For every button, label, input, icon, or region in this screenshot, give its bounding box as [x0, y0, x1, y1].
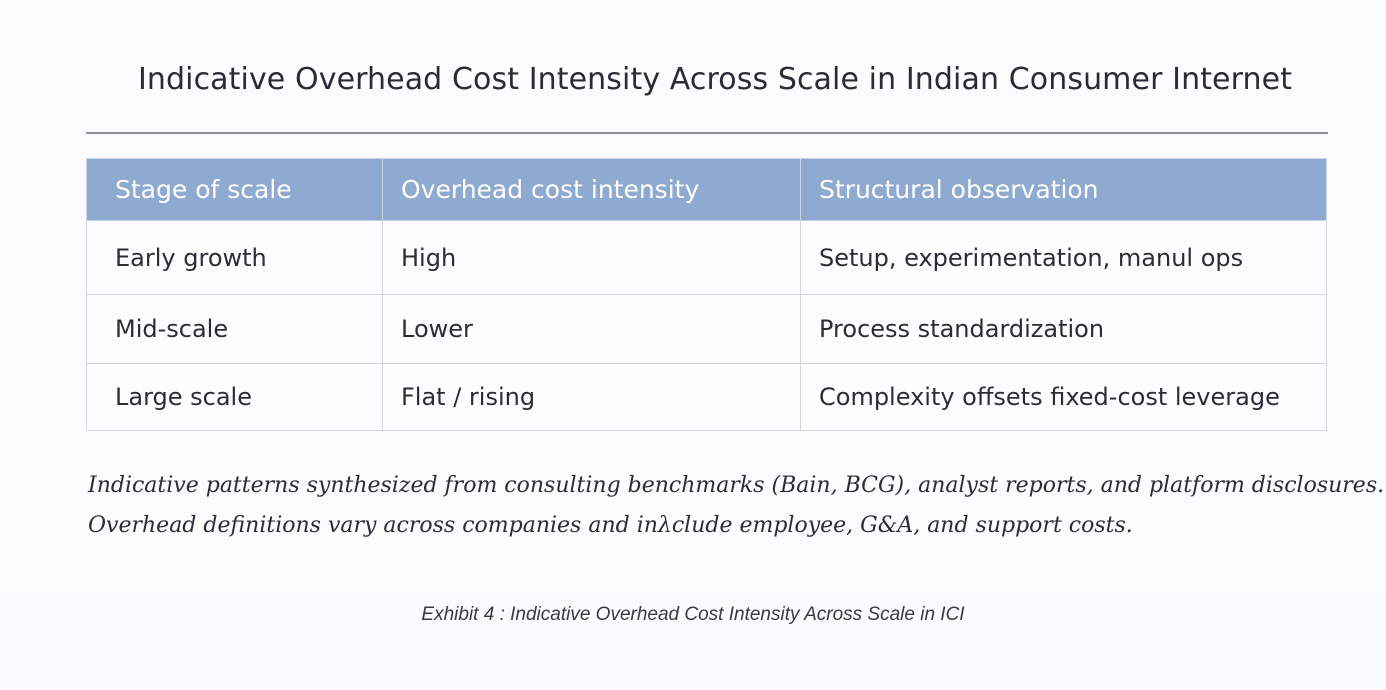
table-row: Early growth High Setup, experimentation…: [86, 220, 1327, 295]
table-row: Large scale Flat / rising Complexity off…: [86, 363, 1327, 431]
cell-stage: Mid-scale: [86, 294, 383, 364]
cell-intensity: Flat / rising: [382, 363, 801, 431]
table-row: Mid-scale Lower Process standardization: [86, 294, 1327, 364]
column-header-observation: Structural observation: [800, 158, 1327, 221]
exhibit-image: Indicative Overhead Cost Intensity Acros…: [86, 62, 1385, 546]
exhibit-title: Indicative Overhead Cost Intensity Acros…: [137, 62, 1293, 97]
cell-intensity: High: [382, 220, 801, 295]
column-header-intensity: Overhead cost intensity: [382, 158, 801, 221]
source-note: Indicative patterns synthesized from con…: [88, 466, 1385, 546]
cell-stage: Early growth: [86, 220, 383, 295]
source-note-line: Overhead definitions vary across compani…: [88, 513, 1133, 538]
table-header-row: Stage of scale Overhead cost intensity S…: [86, 158, 1327, 221]
cell-observation: Process standardization: [800, 294, 1327, 364]
exhibit-caption: Exhibit 4 : Indicative Overhead Cost Int…: [421, 604, 965, 625]
source-note-line: Indicative patterns synthesized from con…: [88, 473, 1385, 498]
cell-observation: Complexity offsets fixed-cost leverage: [800, 363, 1327, 431]
cell-intensity: Lower: [382, 294, 801, 364]
overhead-table: Stage of scale Overhead cost intensity S…: [86, 158, 1327, 431]
column-header-stage: Stage of scale: [86, 158, 383, 221]
title-divider: [86, 132, 1328, 134]
cell-stage: Large scale: [86, 363, 383, 431]
cell-observation: Setup, experimentation, manul ops: [800, 220, 1327, 295]
